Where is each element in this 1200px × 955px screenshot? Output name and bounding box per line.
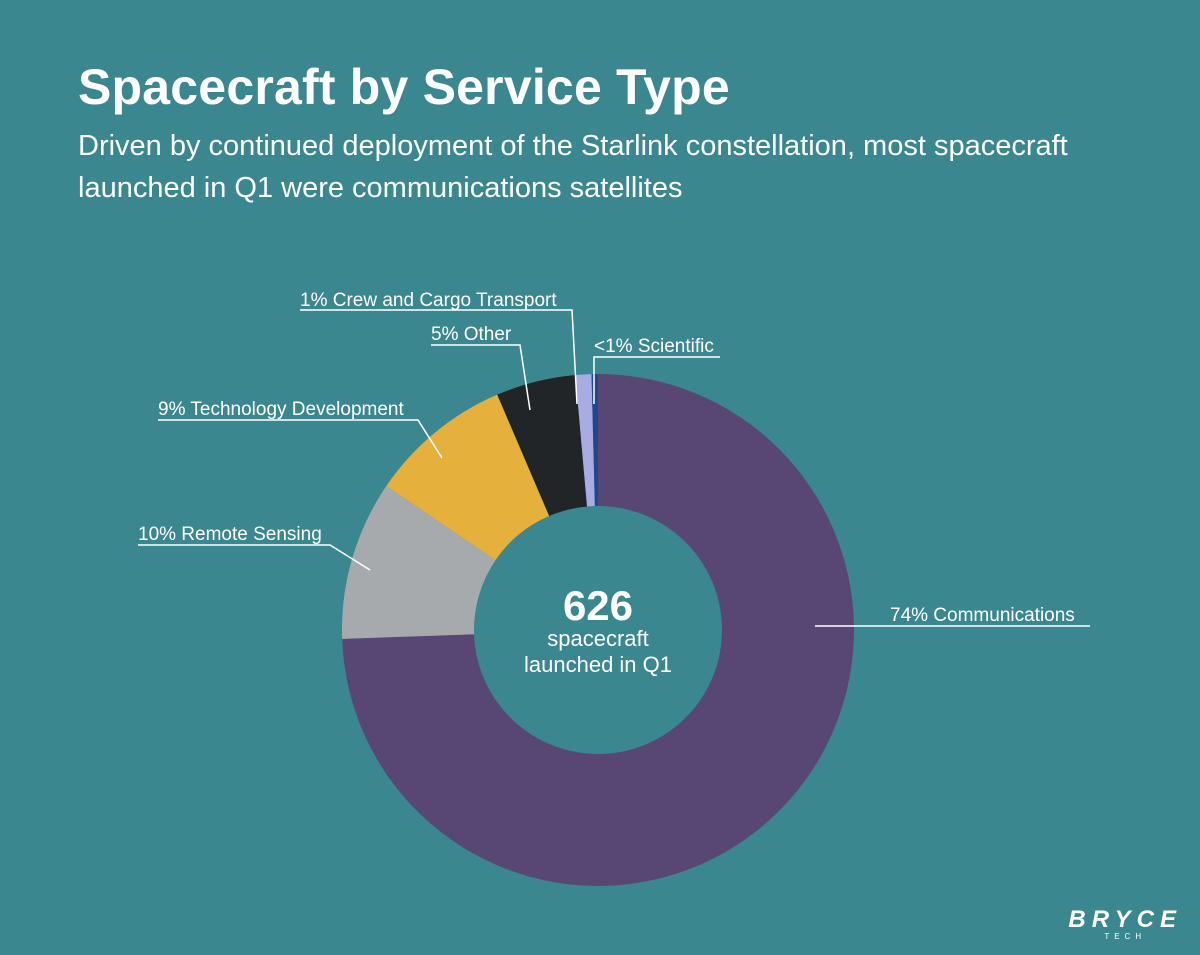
leader-line-3 [431,344,531,411]
slice-label-5: <1% Scientific [594,336,714,357]
slice-0 [342,374,854,886]
slice-2 [386,394,550,561]
slice-1 [342,486,496,639]
center-caption-line2: launched in Q1 [524,652,672,677]
slice-label-3: 5% Other [431,324,512,345]
leader-line-5 [593,356,720,404]
slice-5 [591,374,598,507]
logo-subtext: TECH [1104,932,1147,941]
leader-line-4 [300,309,578,405]
slice-4 [575,374,595,507]
slice-label-1: 10% Remote Sensing [138,524,322,545]
leader-line-2 [158,419,443,459]
chart-subtitle: Driven by continued deployment of the St… [78,130,1068,204]
bryce-tech-logo: BRYCE TECH [1068,906,1182,941]
center-caption-line1: spacecraft [547,626,649,651]
slice-label-2: 9% Technology Development [158,399,404,420]
logo-wordmark: BRYCE [1068,906,1182,933]
chart-title: Spacecraft by Service Type [78,59,730,115]
slice-label-4: 1% Crew and Cargo Transport [300,290,557,311]
center-total: 626 [563,582,633,629]
slice-3 [497,375,588,517]
slice-label-0: 74% Communications [890,605,1075,626]
leader-line-1 [138,544,371,571]
